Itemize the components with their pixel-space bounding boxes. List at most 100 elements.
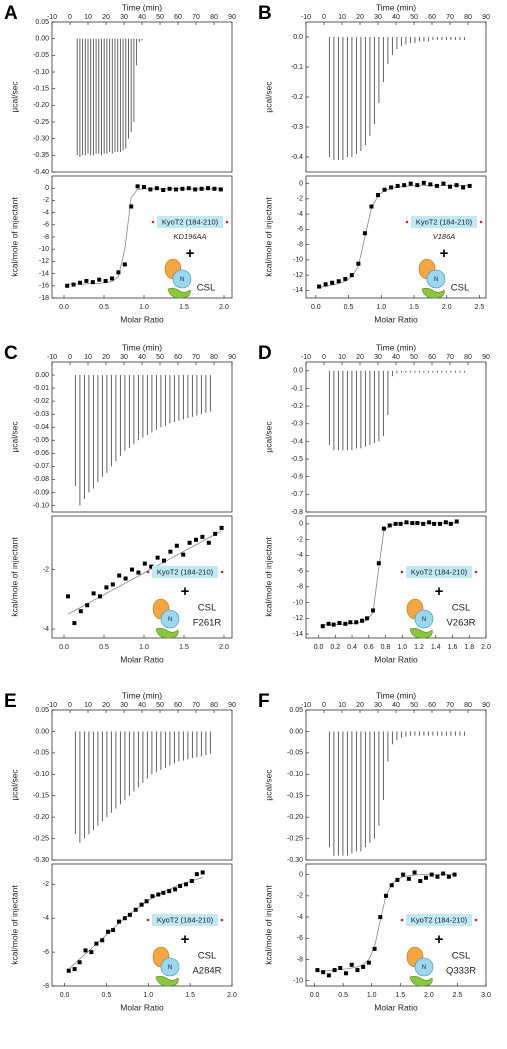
domain-label: N: [434, 277, 438, 283]
y-tick-label: -0.20: [33, 102, 49, 109]
data-point: [317, 284, 322, 289]
data-point: [415, 183, 420, 188]
x-tick-label: 0.6: [364, 644, 374, 651]
injection-peak: [364, 37, 366, 145]
data-point: [406, 876, 411, 881]
data-point: [142, 561, 147, 566]
x-tick-label: 80: [210, 14, 218, 21]
x-tick-label: 70: [446, 354, 454, 361]
x-tick-label: 90: [228, 354, 236, 361]
injection-peak: [151, 731, 153, 775]
domain-label: N: [168, 617, 172, 623]
y-axis-label: µcal/sec: [263, 421, 273, 453]
data-point: [117, 573, 122, 578]
injection-peak: [346, 37, 348, 157]
data-point: [89, 950, 94, 955]
x-axis-label: Time (min): [122, 690, 162, 700]
injection-peak: [328, 370, 330, 445]
injection-peak: [436, 370, 438, 373]
y-tick-label: -0.20: [287, 814, 303, 821]
data-point: [90, 280, 95, 285]
injection-peak: [432, 37, 434, 40]
y-axis-label: µcal/sec: [263, 81, 273, 113]
y-tick-label: -0.04: [33, 424, 49, 431]
x-tick-label: 60: [428, 14, 436, 21]
data-point: [376, 561, 381, 566]
injection-peak: [391, 37, 393, 55]
x-tick-label: 0: [322, 354, 326, 361]
y-tick-label: -6: [297, 935, 303, 942]
x-tick-label: 0.5: [338, 992, 348, 999]
csl-btd: [426, 269, 446, 289]
x-tick-label: 90: [228, 702, 236, 709]
peptide-label: KyoT2 (184-210): [411, 567, 468, 576]
y-tick-label: 0.00: [35, 728, 49, 735]
injection-peak: [98, 38, 100, 154]
injection-peak: [173, 731, 175, 764]
x-axis-label: Time (min): [376, 342, 416, 352]
injection-peak: [128, 731, 130, 796]
y-tick-label: -14: [293, 631, 303, 638]
data-point: [366, 960, 371, 965]
injection-peak: [360, 370, 362, 449]
data-point: [65, 283, 70, 288]
injection-peak: [90, 38, 92, 156]
peptide-label: KyoT2 (184-210): [162, 217, 219, 226]
partner-label: CSL: [198, 951, 216, 962]
x-tick-label: 50: [156, 354, 164, 361]
injection-peak: [427, 37, 429, 42]
csl-btd: [414, 957, 434, 977]
y-tick-label: -2: [297, 196, 303, 203]
csl-ctd: [409, 976, 433, 987]
y-tick-label: -0.06: [33, 450, 49, 457]
data-point: [206, 540, 211, 545]
peptide-box: [411, 216, 477, 228]
injection-peak: [445, 731, 447, 736]
x-tick-label: 30: [374, 14, 382, 21]
injection-peak: [436, 731, 438, 736]
injection-peak: [450, 370, 452, 373]
peptide-mutation: KD196AA: [174, 232, 207, 241]
injection-peak: [200, 375, 202, 415]
data-point: [150, 894, 155, 899]
panel-label: A: [4, 3, 18, 24]
y-tick-label: -10: [39, 246, 49, 253]
data-point: [418, 878, 423, 883]
data-point: [110, 582, 115, 587]
injection-peak: [445, 370, 447, 373]
data-point: [315, 968, 320, 973]
data-point: [136, 570, 141, 575]
x-axis-label: Molar Ratio: [374, 654, 418, 664]
x-tick-label: 40: [392, 354, 400, 361]
y-tick-label: -4: [43, 915, 49, 922]
data-point: [369, 204, 374, 209]
csl-btd: [172, 269, 192, 289]
x-tick-label: 50: [156, 14, 164, 21]
injection-peak: [369, 731, 371, 843]
injection-peak: [169, 731, 171, 766]
x-tick-label: 2.5: [453, 992, 463, 999]
csl-mutation: Q333R: [446, 966, 476, 977]
injection-peak: [405, 731, 407, 737]
data-point: [348, 620, 353, 625]
data-point: [173, 887, 178, 892]
injection-peak: [155, 731, 157, 773]
data-point: [154, 186, 159, 191]
data-point: [395, 183, 400, 188]
injection-peak: [423, 37, 425, 42]
x-tick-label: 10: [338, 702, 346, 709]
injection-peak: [142, 731, 144, 783]
y-tick-label: -8: [43, 983, 49, 990]
injection-peak: [378, 37, 380, 103]
x-tick-label: 20: [356, 14, 364, 21]
y-tick-label: -0.05: [33, 52, 49, 59]
x-tick-label: -10: [47, 354, 57, 361]
data-point: [326, 621, 331, 626]
x-tick-label: 2.0: [424, 992, 434, 999]
partner-label: CSL: [452, 603, 470, 614]
data-point: [354, 620, 359, 625]
peptide-box: [157, 216, 223, 228]
y-tick-label: -12: [293, 615, 303, 622]
y-tick-label: 0: [299, 180, 303, 187]
injection-peak: [333, 731, 335, 856]
